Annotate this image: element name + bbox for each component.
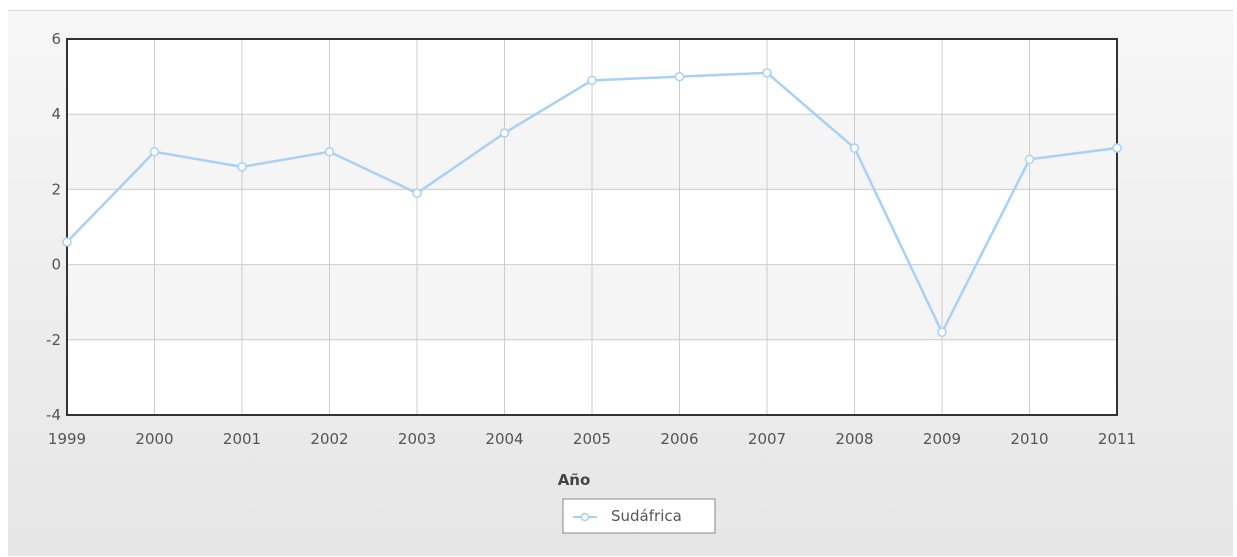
y-axis-tick-labels: -4 -2 0 2 4 6 — [46, 30, 61, 424]
data-point[interactable] — [1112, 143, 1122, 153]
plot-frame — [66, 38, 1118, 416]
x-tick-label: 2008 — [835, 430, 873, 448]
x-axis-tick-labels: 1999 2000 2001 2002 2003 2004 2005 2006 2007 2008… — [48, 430, 1136, 448]
x-tick-label: 2002 — [310, 430, 348, 448]
chart-panel: -4 -2 0 2 4 6 1999 2000 2001 2002 2003 2004 2005 200… — [8, 10, 1233, 556]
x-tick-label: 2000 — [135, 430, 173, 448]
legend-series-marker — [580, 512, 590, 522]
x-tick-label: 2003 — [398, 430, 436, 448]
data-point[interactable] — [62, 237, 72, 247]
data-point[interactable] — [762, 68, 772, 78]
data-point[interactable] — [937, 327, 947, 338]
x-tick-label: 2006 — [660, 430, 698, 448]
x-tick-label: 1999 — [48, 430, 86, 448]
y-tick-label: -4 — [46, 406, 61, 424]
x-tick-label: 2004 — [485, 430, 523, 448]
legend-series-label: Sudáfrica — [611, 507, 682, 525]
data-point[interactable] — [849, 143, 860, 153]
x-tick-label: 2001 — [223, 430, 261, 448]
data-point[interactable] — [587, 75, 597, 86]
data-point[interactable] — [1024, 154, 1035, 165]
x-tick-label: 2009 — [923, 430, 961, 448]
data-point[interactable] — [237, 162, 247, 172]
data-point[interactable] — [149, 147, 160, 157]
series-group — [62, 68, 1122, 338]
x-tick-label: 2010 — [1010, 430, 1048, 448]
data-point[interactable] — [324, 147, 335, 157]
y-tick-label: 6 — [51, 30, 61, 48]
y-tick-label: 4 — [51, 105, 61, 123]
x-axis-title: Año — [558, 471, 591, 489]
y-tick-label: 2 — [51, 180, 61, 198]
legend[interactable]: Sudáfrica — [562, 498, 716, 534]
data-point[interactable] — [499, 128, 510, 138]
y-tick-label: 0 — [51, 256, 61, 274]
x-tick-label: 2005 — [573, 430, 611, 448]
y-tick-label: -2 — [46, 331, 61, 349]
data-point[interactable] — [412, 188, 422, 198]
x-tick-label: 2011 — [1098, 430, 1136, 448]
line-chart: -4 -2 0 2 4 6 1999 2000 2001 2002 2003 2004 2005 200… — [46, 30, 1136, 534]
data-point[interactable] — [674, 71, 685, 82]
x-tick-label: 2007 — [748, 430, 786, 448]
